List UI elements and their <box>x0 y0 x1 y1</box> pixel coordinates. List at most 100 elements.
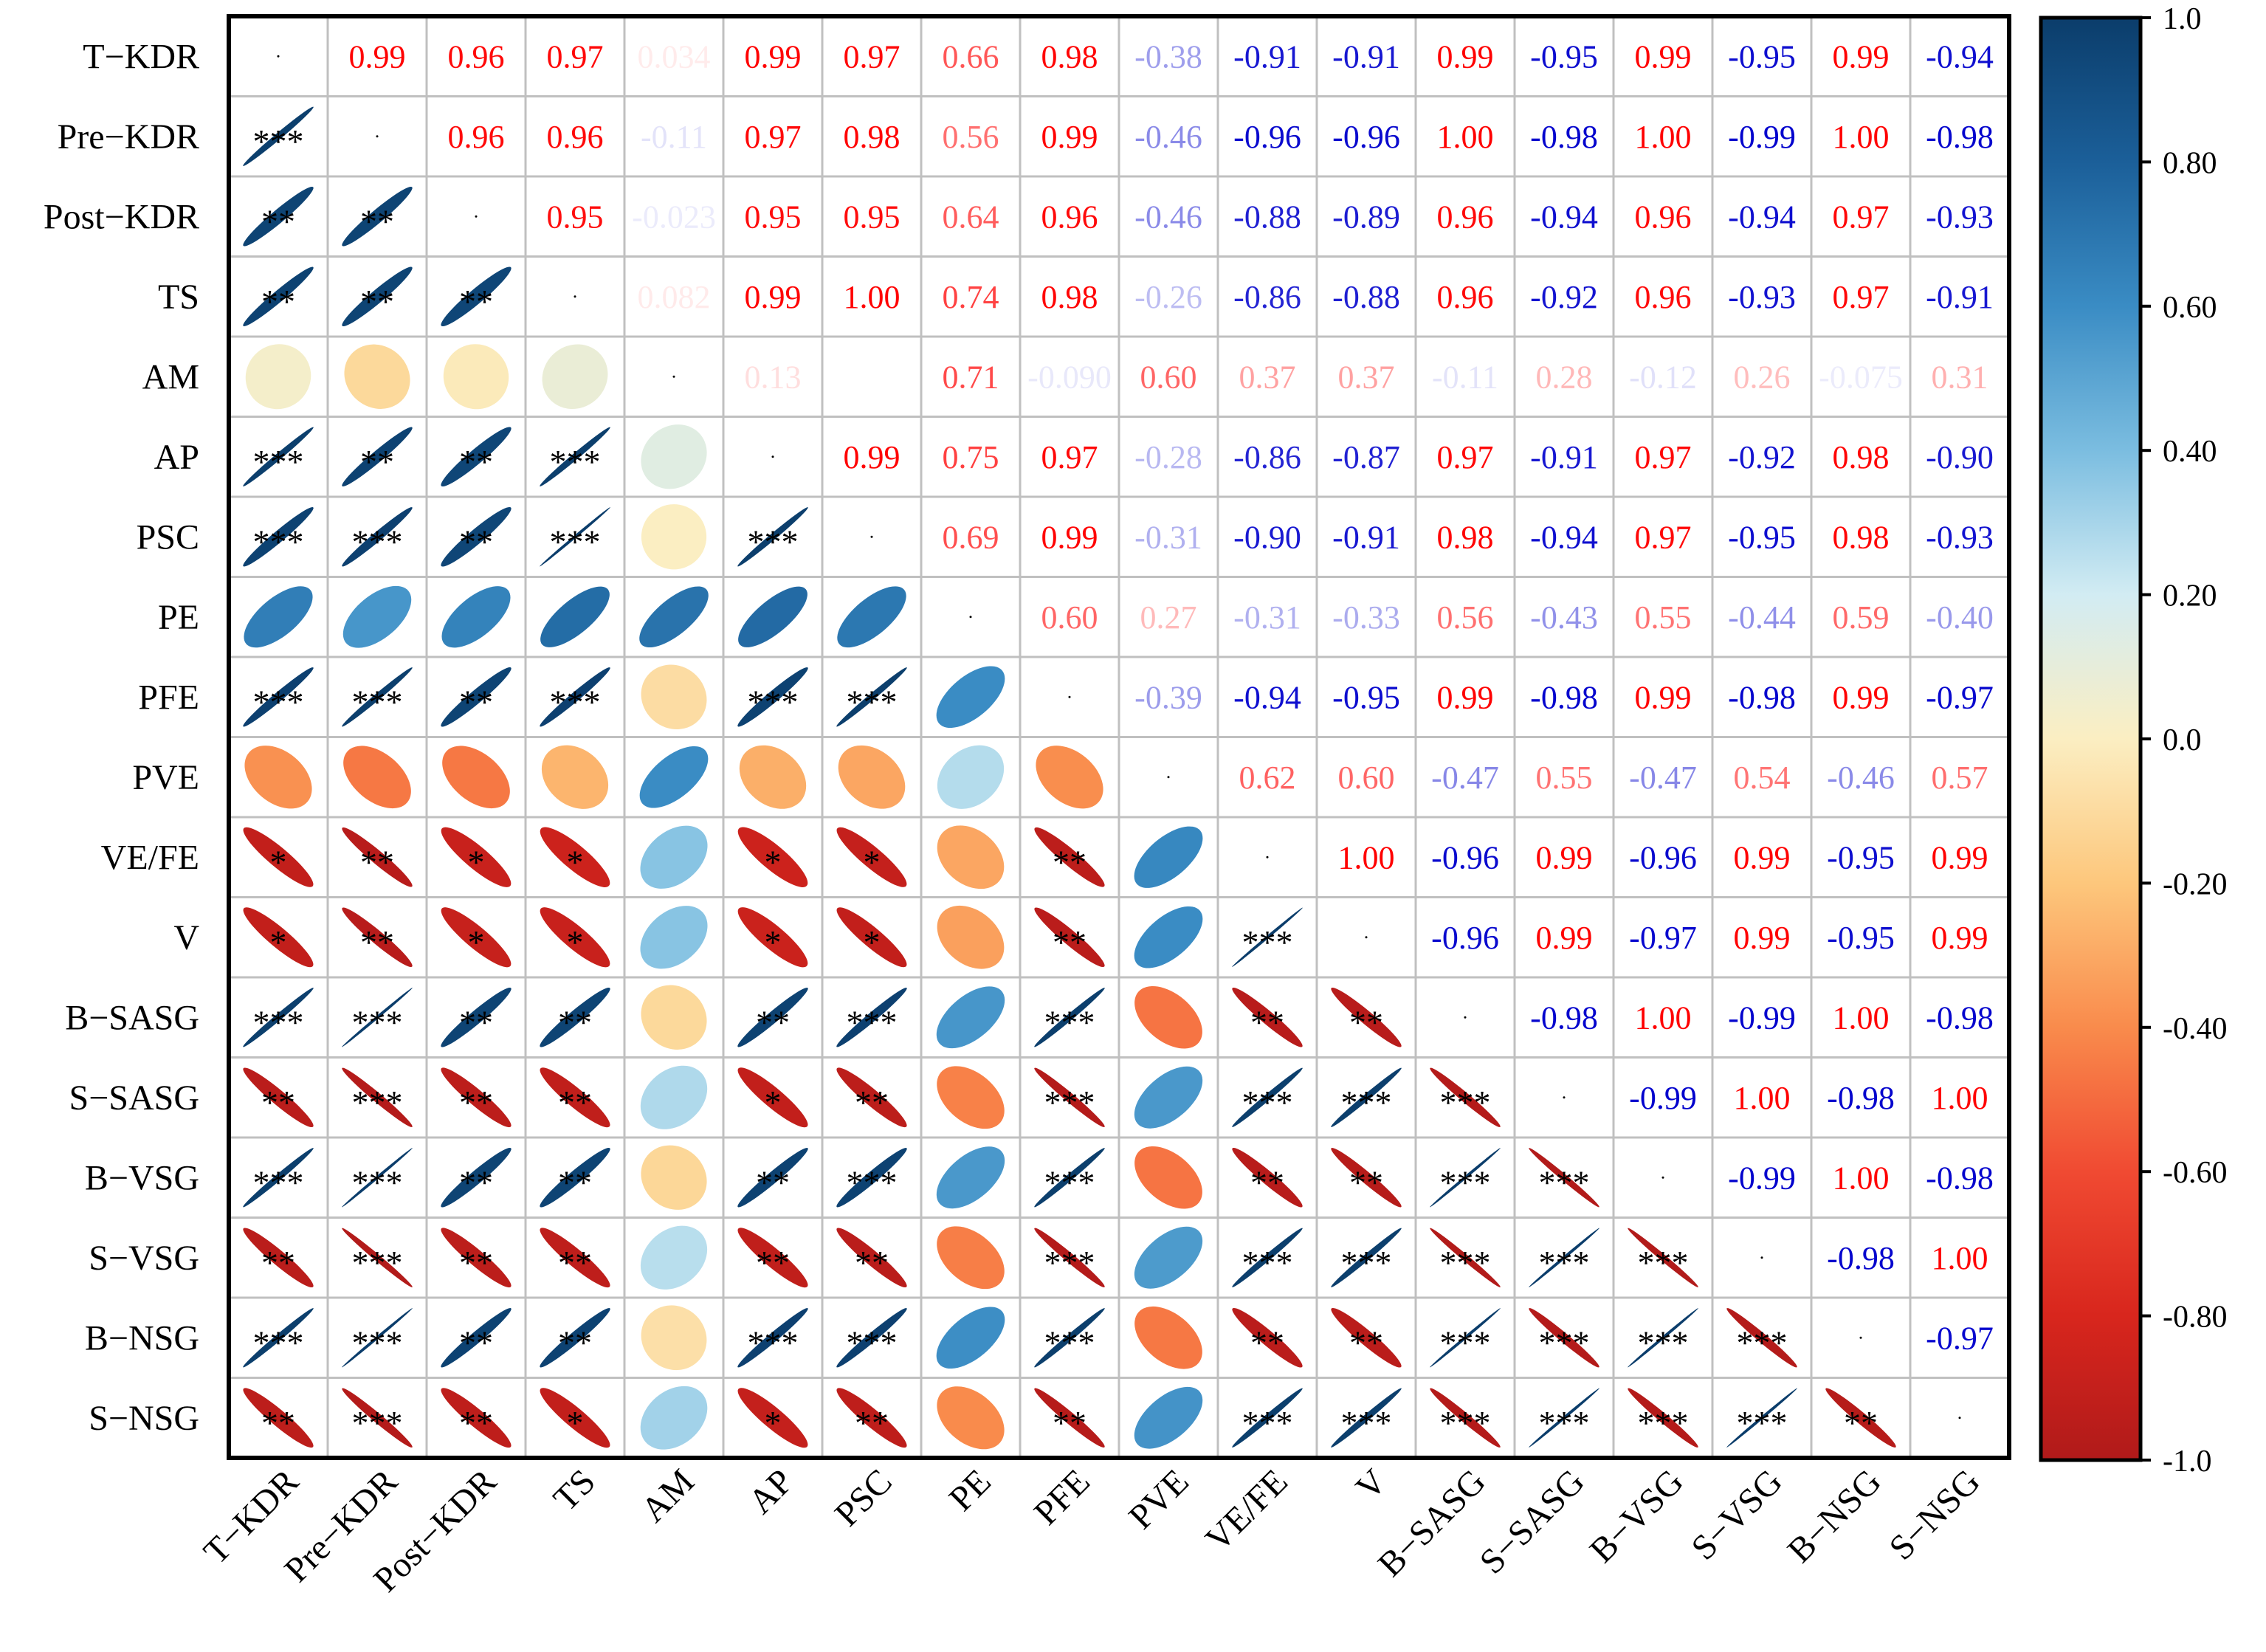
coefficient-label: -0.98 <box>1728 679 1796 715</box>
significance-stars: *** <box>847 1003 898 1041</box>
significance-stars: *** <box>1539 1324 1590 1361</box>
correlation-ellipse <box>640 1065 708 1129</box>
correlation-ellipse <box>243 1067 314 1128</box>
significance-stars: ** <box>1053 1404 1086 1442</box>
correlation-ellipse <box>540 1067 610 1128</box>
coefficient-label: 0.37 <box>1239 359 1296 395</box>
correlation-ellipse <box>1726 1308 1797 1368</box>
coefficient-label: -0.99 <box>1629 1080 1697 1116</box>
coefficient-label: -0.95 <box>1827 920 1895 956</box>
grid-cell <box>1315 15 1417 97</box>
row-label: PFE <box>138 678 199 717</box>
significance-stars: * <box>270 843 287 881</box>
significance-stars: ** <box>459 1244 493 1281</box>
correlation-ellipse <box>937 905 1005 969</box>
colorbar-tick-label: -0.60 <box>2163 1156 2228 1190</box>
coefficient-label: 0.99 <box>745 38 802 75</box>
column-label: S−SASG <box>1473 1462 1592 1581</box>
significance-stars: ** <box>459 1084 493 1121</box>
coefficient-label: 0.99 <box>1041 519 1098 555</box>
colorbar-tick-label: 0.0 <box>2163 723 2202 757</box>
grid-cell <box>1909 576 2011 658</box>
grid-cell <box>1810 816 1912 898</box>
coefficient-label: 0.98 <box>1041 279 1098 315</box>
grid-cell <box>1711 495 1813 578</box>
colorbar-tick-label: -0.20 <box>2163 867 2228 901</box>
coefficient-label: 0.96 <box>448 38 505 75</box>
significance-stars: ** <box>459 683 493 720</box>
grid-cell <box>920 15 1022 97</box>
row-label: AM <box>142 357 199 396</box>
correlation-ellipse <box>640 1386 708 1450</box>
correlation-ellipse <box>342 585 412 648</box>
column-label: AP <box>741 1462 801 1521</box>
coefficient-label: -0.11 <box>1432 359 1498 395</box>
correlation-ellipse <box>1232 1147 1303 1208</box>
coefficient-label: 0.97 <box>547 38 604 75</box>
significance-stars: *** <box>1044 1163 1095 1201</box>
coefficient-label: -0.94 <box>1728 199 1796 235</box>
colorbar-tick-label: -0.40 <box>2163 1012 2228 1046</box>
correlation-ellipse <box>737 1228 808 1288</box>
correlation-ellipse <box>540 1388 610 1448</box>
correlation-ellipse <box>937 1226 1005 1290</box>
column-label: B−NSG <box>1780 1462 1889 1570</box>
diagonal-dot <box>574 295 576 298</box>
significance-stars: ** <box>756 1003 790 1041</box>
grid-cell <box>1909 15 2011 97</box>
correlation-ellipse <box>1628 1388 1698 1448</box>
correlation-ellipse <box>1628 1308 1698 1368</box>
significance-stars: *** <box>1440 1163 1491 1201</box>
coefficient-label: 0.28 <box>1536 359 1593 395</box>
significance-stars: *** <box>1044 1003 1095 1041</box>
significance-stars: *** <box>1341 1404 1392 1442</box>
row-label: B−VSG <box>85 1158 199 1197</box>
correlation-ellipse <box>441 266 512 327</box>
correlation-ellipse <box>936 986 1005 1049</box>
significance-stars: *** <box>1242 1244 1293 1281</box>
row-label: AP <box>154 438 199 477</box>
coefficient-label: -0.86 <box>1233 279 1301 315</box>
correlation-ellipse <box>243 507 314 567</box>
grid-cell <box>1810 576 1912 658</box>
coefficient-label: -0.98 <box>1926 119 1994 155</box>
correlation-ellipse <box>1430 1388 1501 1448</box>
grid-cell <box>1612 576 1714 658</box>
grid-cell <box>1612 175 1714 258</box>
diagonal-dot <box>475 215 478 218</box>
significance-stars: *** <box>847 683 898 720</box>
coefficient-label: 0.96 <box>1437 279 1494 315</box>
correlation-ellipse <box>1034 988 1105 1047</box>
correlation-ellipse <box>1232 907 1303 967</box>
significance-stars: *** <box>847 1324 898 1361</box>
correlation-ellipse <box>1331 1307 1402 1368</box>
grid-cell <box>1216 175 1318 258</box>
coefficient-label: 0.60 <box>1338 760 1395 796</box>
correlation-ellipse <box>1134 1066 1203 1129</box>
diagonal-dot <box>969 616 972 619</box>
correlation-ellipse <box>243 1308 314 1368</box>
significance-stars: ** <box>459 1324 493 1361</box>
row-label: V <box>173 918 199 957</box>
coefficient-label: -0.93 <box>1728 279 1796 315</box>
correlation-ellipse <box>639 746 709 808</box>
correlation-ellipse <box>737 1148 808 1208</box>
correlation-ellipse <box>1430 1228 1501 1287</box>
correlation-ellipse <box>244 746 312 809</box>
coefficient-label: -0.95 <box>1728 38 1796 75</box>
significance-stars: ** <box>459 523 493 560</box>
diagonal-dot <box>1760 1256 1763 1259</box>
coefficient-label: -0.95 <box>1728 519 1796 555</box>
significance-stars: ** <box>756 1244 790 1281</box>
coefficient-label: -0.28 <box>1134 439 1202 475</box>
coefficient-label: -0.94 <box>1926 38 1994 75</box>
coefficient-label: 0.60 <box>1140 359 1197 395</box>
coefficient-label: 0.99 <box>1635 38 1692 75</box>
coefficient-label: 0.66 <box>943 38 999 75</box>
coefficient-label: -0.96 <box>1233 119 1301 155</box>
diagonal-dot <box>1266 856 1269 858</box>
significance-stars: ** <box>261 1244 295 1281</box>
significance-stars: *** <box>1737 1324 1788 1361</box>
grid-cell <box>1117 175 1219 258</box>
correlation-ellipse <box>540 1147 610 1208</box>
